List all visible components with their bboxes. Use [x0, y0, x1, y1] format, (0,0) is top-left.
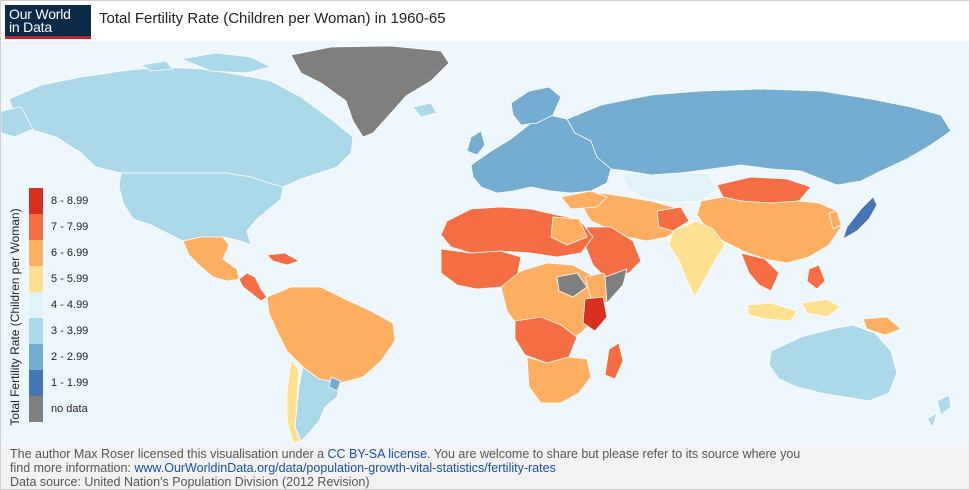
- legend-label: 5 - 5.99: [51, 273, 89, 285]
- country-somalia[interactable]: [604, 268, 628, 304]
- country-uruguay[interactable]: [328, 376, 342, 392]
- legend-swatch: [29, 344, 43, 370]
- world-map[interactable]: [0, 41, 969, 446]
- legend-label: no data: [51, 403, 88, 415]
- license-link[interactable]: CC BY-SA license: [327, 447, 428, 461]
- country-russia[interactable]: [566, 88, 952, 186]
- logo-line-1: Our World: [9, 6, 71, 22]
- legend-label: 2 - 2.99: [51, 351, 89, 363]
- country-madagascar[interactable]: [604, 342, 624, 380]
- region-southeast-asia[interactable]: [740, 252, 780, 292]
- license-text-pre: The author Max Roser licensed this visua…: [10, 447, 328, 461]
- region-caribbean[interactable]: [266, 252, 300, 266]
- country-afghanistan[interactable]: [656, 206, 690, 232]
- legend-swatch: [29, 396, 43, 422]
- legend-title-text: Total Fertility Rate (Children per Woman…: [8, 208, 22, 426]
- country-chile[interactable]: [286, 358, 302, 444]
- legend-swatch: [29, 266, 43, 292]
- country-greenland[interactable]: [290, 45, 450, 138]
- legend-swatch: [29, 292, 43, 318]
- country-kazakhstan[interactable]: [620, 172, 718, 204]
- country-egypt[interactable]: [550, 216, 588, 246]
- country-canada[interactable]: [8, 66, 354, 188]
- legend-swatch: [29, 240, 43, 266]
- country-japan[interactable]: [842, 196, 878, 240]
- legend-label: 7 - 7.99: [51, 221, 89, 233]
- legend-label: 8 - 8.99: [51, 195, 89, 207]
- region-south-america-north[interactable]: [266, 286, 396, 384]
- legend-label: 3 - 3.99: [51, 325, 89, 337]
- country-korea[interactable]: [828, 210, 842, 230]
- region-southern-africa[interactable]: [526, 356, 592, 404]
- legend-swatch: [29, 188, 43, 214]
- country-iceland[interactable]: [412, 102, 438, 118]
- country-kenya[interactable]: [582, 296, 608, 332]
- footer: The author Max Roser licensed this visua…: [1, 446, 969, 489]
- country-alaska[interactable]: [0, 106, 34, 138]
- country-india[interactable]: [668, 220, 726, 298]
- legend-label: 1 - 1.99: [51, 377, 89, 389]
- legend-swatch: [29, 214, 43, 240]
- country-turkey[interactable]: [560, 190, 608, 210]
- source-text-pre: find more information:: [10, 461, 135, 475]
- logo-line-2: in Data: [9, 19, 52, 35]
- source-link[interactable]: www.OurWorldinData.org/data/population-g…: [134, 461, 556, 475]
- region-central-america[interactable]: [238, 272, 268, 302]
- country-indonesia[interactable]: [746, 298, 842, 322]
- country-mexico[interactable]: [182, 236, 240, 282]
- country-sudan[interactable]: [556, 272, 588, 298]
- country-uk[interactable]: [466, 130, 486, 156]
- region-arctic-islands[interactable]: [140, 52, 272, 74]
- country-papua-new-guinea[interactable]: [862, 316, 902, 336]
- legend-label: 6 - 6.99: [51, 247, 89, 259]
- map-title: Total Fertility Rate (Children per Woman…: [99, 10, 446, 27]
- country-scandinavia[interactable]: [510, 86, 562, 126]
- source-line: find more information: www.OurWorldinDat…: [10, 461, 556, 475]
- license-text-post: . You are welcome to share but please re…: [427, 447, 801, 461]
- legend-swatch: [29, 318, 43, 344]
- country-usa[interactable]: [118, 172, 284, 246]
- world-map-svg: [0, 45, 952, 444]
- owid-logo[interactable]: Our World in Data: [5, 5, 91, 39]
- data-source-line: Data source: United Nation's Population …: [10, 475, 370, 489]
- country-philippines[interactable]: [806, 264, 826, 290]
- country-australia[interactable]: [768, 324, 898, 402]
- legend-label: 4 - 4.99: [51, 299, 89, 311]
- license-line: The author Max Roser licensed this visua…: [10, 447, 800, 461]
- legend-swatch: [29, 370, 43, 396]
- country-new-zealand[interactable]: [926, 394, 952, 428]
- country-saudi-arabia[interactable]: [584, 226, 642, 280]
- legend-title: Total Fertility Rate (Children per Woman…: [4, 197, 26, 437]
